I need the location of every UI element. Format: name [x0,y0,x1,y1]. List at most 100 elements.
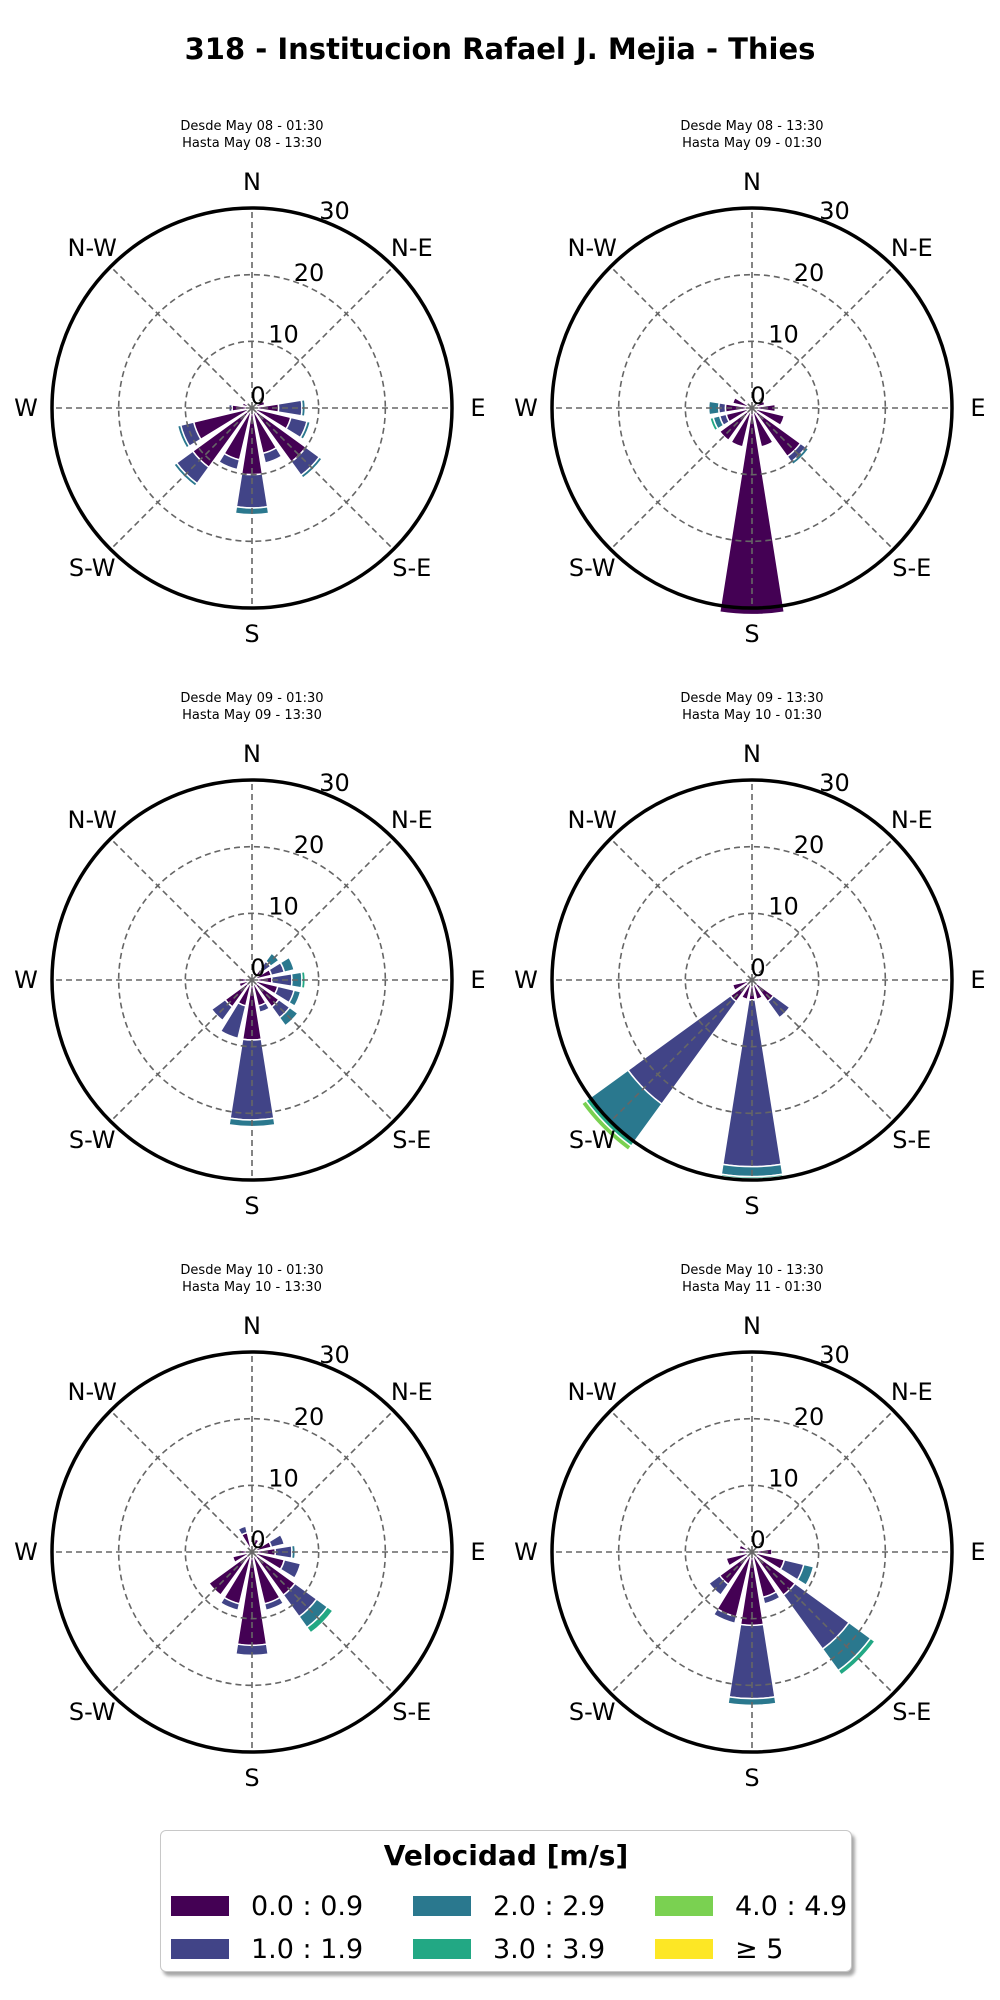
outer-ring [550,1350,954,1754]
windrose-bar-segment [708,416,719,432]
windrose-plot: N N-E E S-E S S-W W N-W 0 10 20 30 [514,1312,985,1792]
windrose-bar-segment [257,1001,271,1014]
windrose-bar-segment [751,979,764,1001]
subtitle-line: Desde May 08 - 01:30 [180,119,324,134]
angular-gridline [610,838,753,981]
angular-gridline [251,838,394,981]
windrose-bar-segment [761,1590,781,1605]
windrose-panel: Desde May 09 - 01:30 Hasta May 09 - 13:30… [12,690,492,1250]
angular-gridline [610,1410,753,1553]
direction-label: S-E [892,1126,931,1154]
radial-tick-label: 0 [750,954,765,982]
legend-title: Velocidad [m/s] [383,1839,629,1872]
windrose-bar-segment [738,1544,753,1553]
windrose-bar-segment [219,1001,247,1040]
windrose-bar-segment [287,989,302,1008]
angular-gridline [751,838,894,981]
subtitle-line: Desde May 08 - 13:30 [680,119,824,134]
direction-label: N [743,740,761,768]
direction-label: S-W [569,1698,616,1726]
windrose-bar-segment [277,399,303,417]
outer-ring [50,1350,454,1754]
windrose-bar-segment [727,1696,777,1707]
radial-tick-label: 30 [819,1341,850,1369]
windrose-bar-segment [279,1558,302,1580]
angular-gridline [251,1551,394,1694]
radial-tick-label: 10 [768,892,799,920]
radial-gridline [684,912,820,1048]
legend-label: 1.0 : 1.9 [251,1933,364,1965]
legend-item: 2.0 : 2.9 [413,1889,605,1923]
direction-label: S-W [569,1126,616,1154]
direction-label: S-E [892,554,931,582]
angular-gridline [751,979,894,1122]
angular-gridline [110,407,253,550]
direction-label: N-E [891,806,933,834]
direction-label: E [470,394,485,422]
windrose-plot: N N-E E S-E S S-W W N-W 0 10 20 30 [14,1312,485,1792]
radial-tick-label: 0 [750,1526,765,1554]
windrose-bar-segment [176,424,191,450]
panel-subtitle: Desde May 09 - 01:30 Hasta May 09 - 13:30 [12,690,492,724]
radial-gridline [184,912,320,1048]
direction-label: N-W [568,806,617,834]
angular-gridline [610,407,753,550]
direction-label: E [970,1538,985,1566]
windrose-plot: N N-E E S-E S S-W W N-W 0 10 20 30 [14,168,485,648]
windrose-bar-segment [837,1637,877,1677]
legend-swatch [655,1896,713,1916]
direction-label: S-W [69,554,116,582]
radial-gridline [184,1484,320,1620]
direction-label: S [744,620,759,648]
windrose-bar-segment [263,1596,285,1612]
radial-tick-label: 0 [750,382,765,410]
subtitle-line: Hasta May 09 - 01:30 [682,136,822,151]
windrose-plot: N N-E E S-E S S-W W N-W 0 10 20 30 [514,168,985,648]
direction-label: S-W [69,1698,116,1726]
windrose-panel: Desde May 08 - 13:30 Hasta May 09 - 01:30… [512,118,992,678]
radial-gridline [684,340,820,476]
subtitle-line: Desde May 10 - 13:30 [680,1263,824,1278]
direction-label: N [243,740,261,768]
radial-tick-label: 0 [250,382,265,410]
direction-label: S-W [69,1126,116,1154]
windrose-panel: Desde May 08 - 01:30 Hasta May 08 - 13:30… [12,118,492,678]
radial-tick-label: 0 [250,954,265,982]
direction-label: W [514,966,538,994]
direction-label: E [470,966,485,994]
direction-label: S-E [392,1698,431,1726]
subtitle-line: Desde May 10 - 01:30 [180,1263,324,1278]
subtitle-line: Hasta May 08 - 13:30 [182,136,322,151]
subtitle-line: Desde May 09 - 01:30 [180,691,324,706]
windrose-bar-segment [219,1596,241,1612]
radial-tick-label: 20 [794,1403,825,1431]
direction-label: W [514,1538,538,1566]
legend-item: ≥ 5 [655,1932,783,1966]
angular-gridline [110,1410,253,1553]
windrose-bar-segment [299,420,312,441]
angular-gridline [751,1551,894,1694]
windrose-bar-segment [261,446,283,465]
windrose-bar-segment [251,1538,260,1553]
radial-tick-label: 10 [268,1464,299,1492]
subtitle-line: Hasta May 10 - 13:30 [182,1280,322,1295]
direction-label: S-W [569,554,616,582]
direction-label: N-E [391,1378,433,1406]
direction-label: N-E [391,234,433,262]
direction-label: N-W [568,234,617,262]
windrose-bar-segment [751,400,766,409]
panel-subtitle: Desde May 08 - 13:30 Hasta May 09 - 01:30 [512,118,992,152]
radial-tick-label: 20 [294,259,325,287]
angular-gridline [110,979,253,1122]
direction-label: W [14,1538,38,1566]
radial-tick-label: 30 [819,197,850,225]
angular-gridline [751,266,894,409]
windrose-bar-segment [731,979,753,992]
windrose-bar-segment [234,1643,270,1657]
windrose-bar-segment [237,1525,249,1536]
windrose-bar-segment [268,1533,286,1549]
direction-label: N-W [68,1378,117,1406]
radial-tick-label: 20 [294,1403,325,1431]
radial-tick-label: 10 [268,320,299,348]
direction-label: W [14,394,38,422]
